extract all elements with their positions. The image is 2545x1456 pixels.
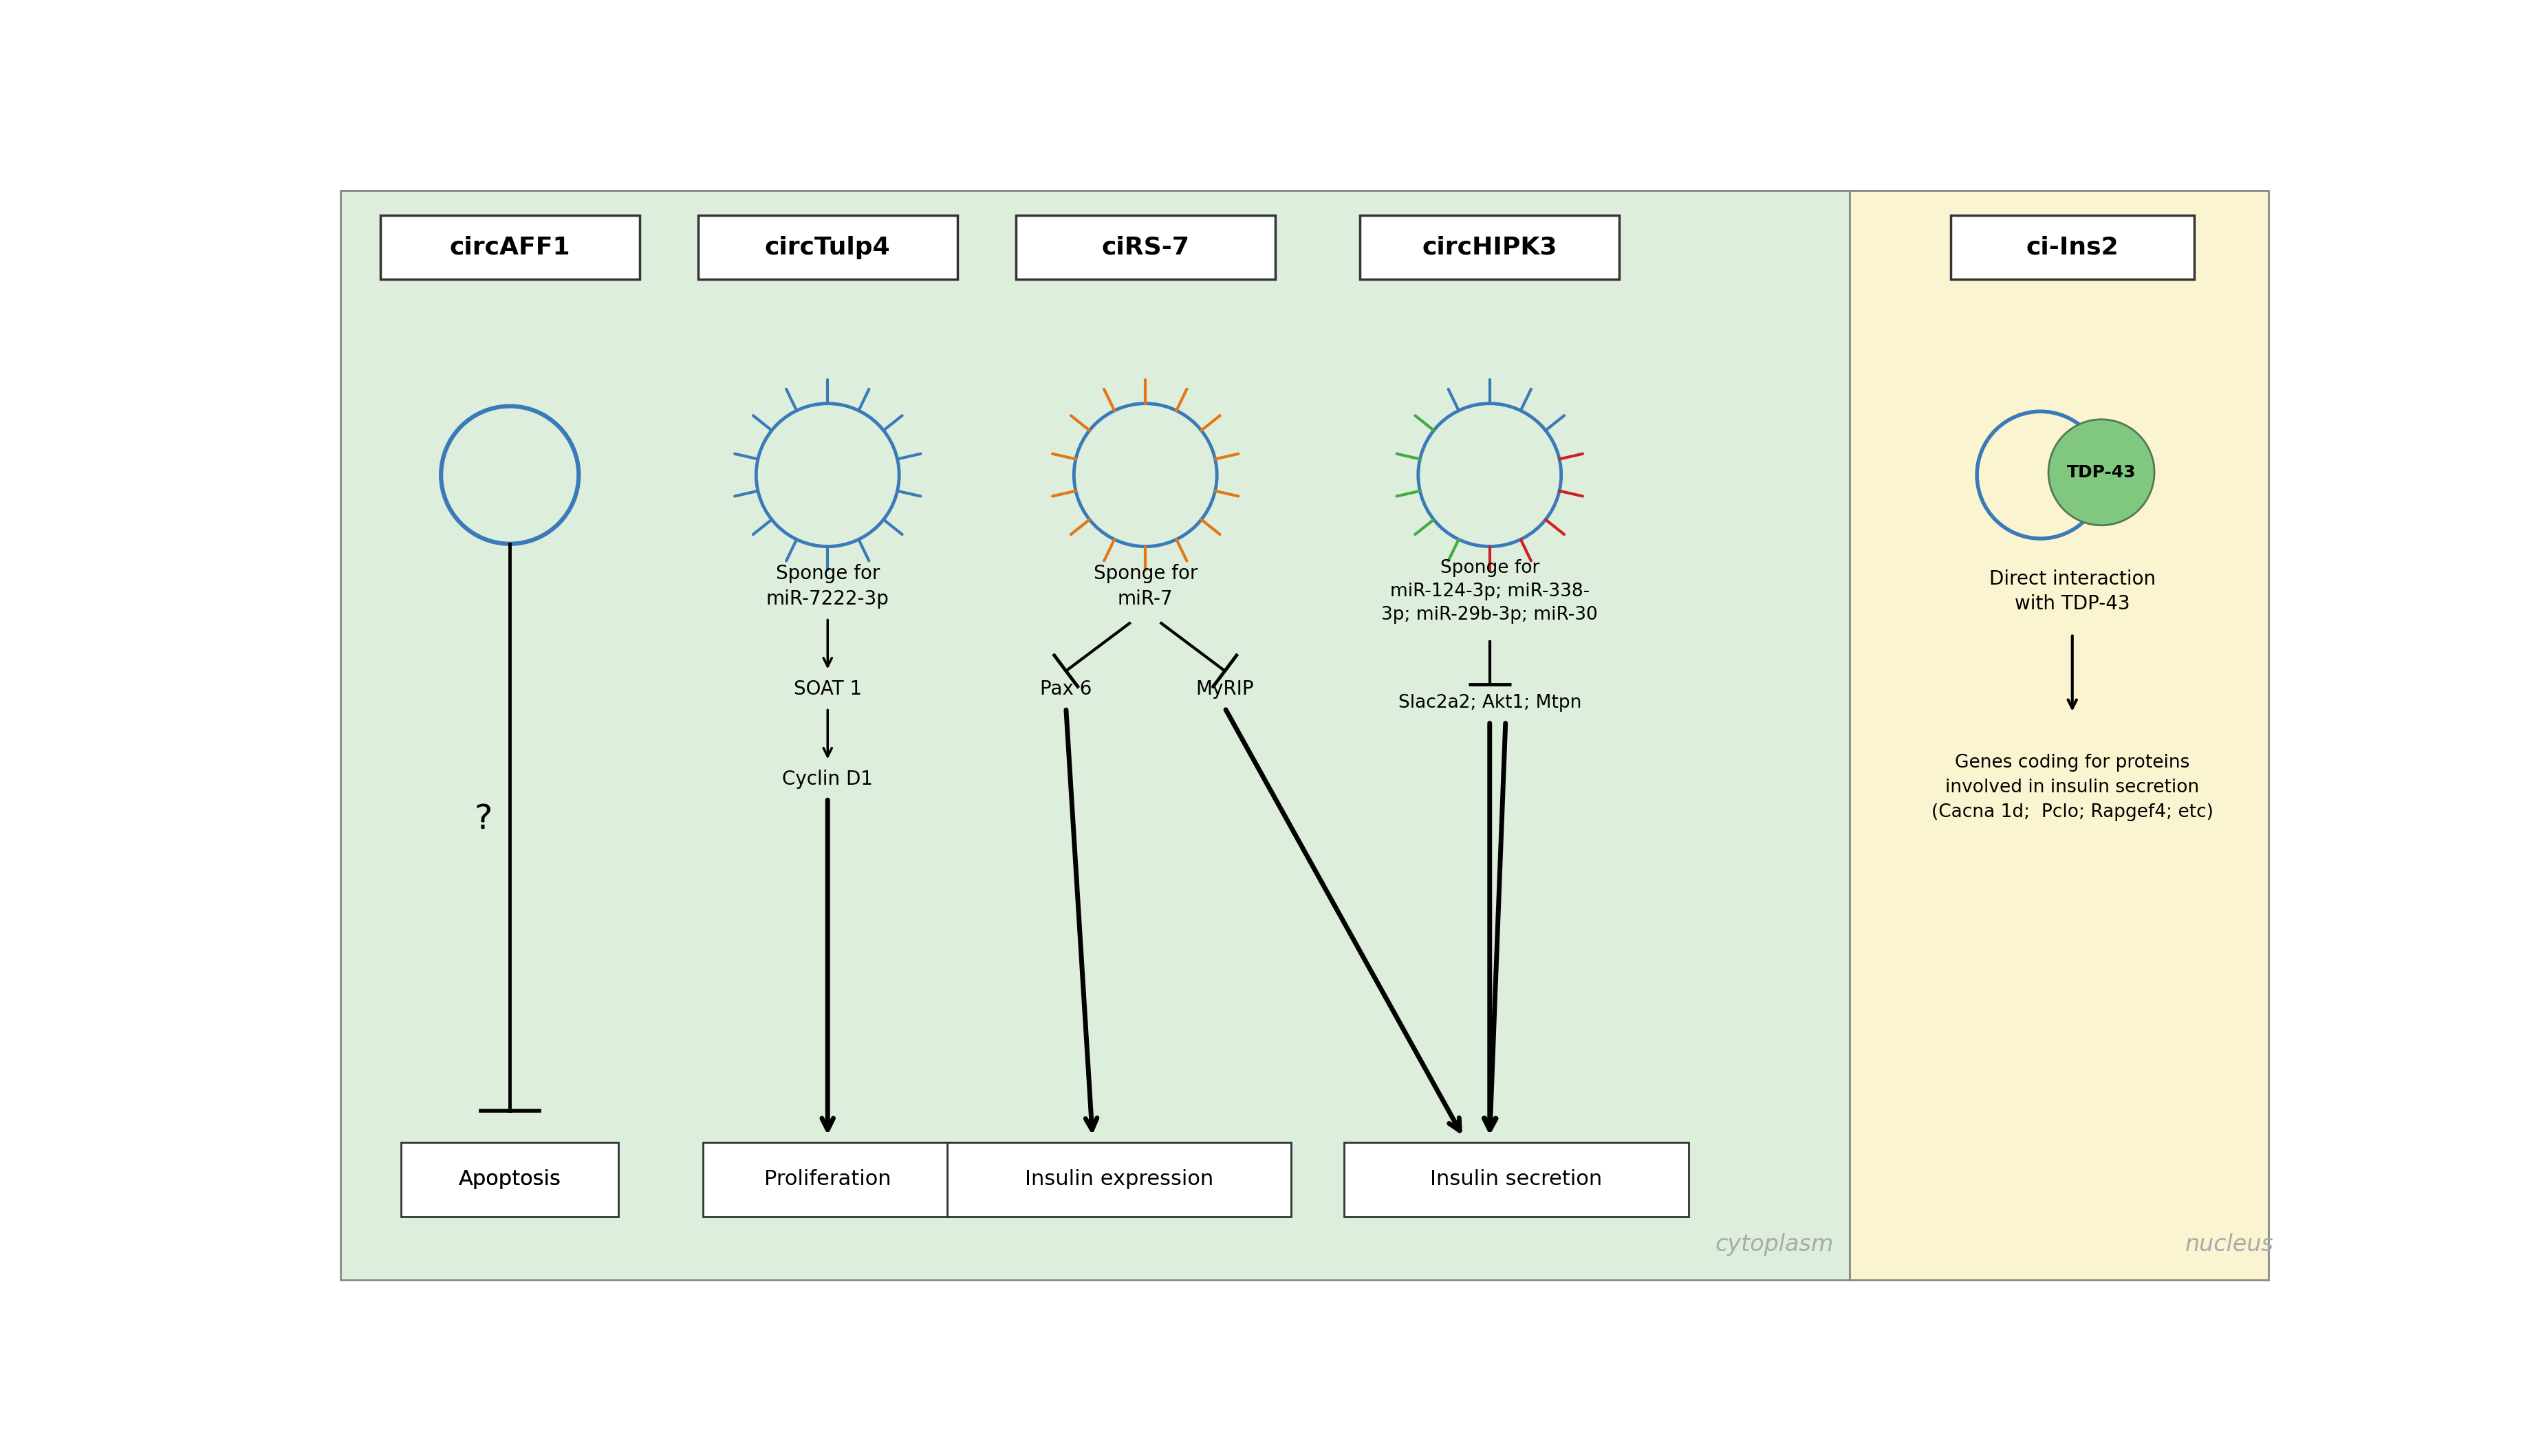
FancyBboxPatch shape	[402, 1143, 618, 1216]
FancyBboxPatch shape	[947, 1143, 1290, 1216]
FancyBboxPatch shape	[1949, 215, 2194, 280]
Text: Pax 6: Pax 6	[1041, 680, 1092, 699]
Text: Insulin expression: Insulin expression	[1026, 1169, 1214, 1190]
Text: SOAT 1: SOAT 1	[794, 680, 863, 699]
Text: circHIPK3: circHIPK3	[1423, 236, 1558, 259]
FancyBboxPatch shape	[1015, 215, 1275, 280]
Text: Apoptosis: Apoptosis	[458, 1169, 560, 1190]
Text: ?: ?	[473, 802, 494, 836]
Bar	[1850, 191, 2268, 1280]
Bar	[341, 191, 1850, 1280]
Text: cytoplasm: cytoplasm	[1715, 1233, 1835, 1257]
Text: ciRS-7: ciRS-7	[1102, 236, 1189, 259]
Text: circAFF1: circAFF1	[450, 236, 570, 259]
Text: Sponge for
miR-124-3p; miR-338-
3p; miR-29b-3p; miR-30: Sponge for miR-124-3p; miR-338- 3p; miR-…	[1382, 559, 1598, 623]
Text: Sponge for
miR-7: Sponge for miR-7	[1094, 563, 1199, 609]
Text: Insulin secretion: Insulin secretion	[1430, 1169, 1603, 1190]
Text: Slac2a2; Akt1; Mtpn: Slac2a2; Akt1; Mtpn	[1397, 693, 1580, 712]
Text: Sponge for
miR-7222-3p: Sponge for miR-7222-3p	[766, 563, 888, 609]
Circle shape	[2049, 419, 2156, 526]
FancyBboxPatch shape	[702, 1143, 952, 1216]
FancyBboxPatch shape	[379, 215, 639, 280]
Text: nucleus: nucleus	[2186, 1233, 2273, 1257]
FancyBboxPatch shape	[697, 215, 957, 280]
Text: TDP-43: TDP-43	[2067, 464, 2135, 480]
Text: MyRIP: MyRIP	[1196, 680, 1255, 699]
Text: ci-Ins2: ci-Ins2	[2026, 236, 2117, 259]
FancyBboxPatch shape	[1359, 215, 1619, 280]
FancyBboxPatch shape	[1344, 1143, 1687, 1216]
Text: Genes coding for proteins
involved in insulin secretion
(Cacna 1d;  Pclo; Rapgef: Genes coding for proteins involved in in…	[1932, 754, 2214, 821]
Text: Cyclin D1: Cyclin D1	[781, 770, 873, 789]
Text: circTulp4: circTulp4	[766, 236, 891, 259]
Text: Apoptosis: Apoptosis	[458, 1169, 560, 1190]
Text: Proliferation: Proliferation	[764, 1169, 891, 1190]
Text: Direct interaction
with TDP-43: Direct interaction with TDP-43	[1990, 569, 2156, 614]
